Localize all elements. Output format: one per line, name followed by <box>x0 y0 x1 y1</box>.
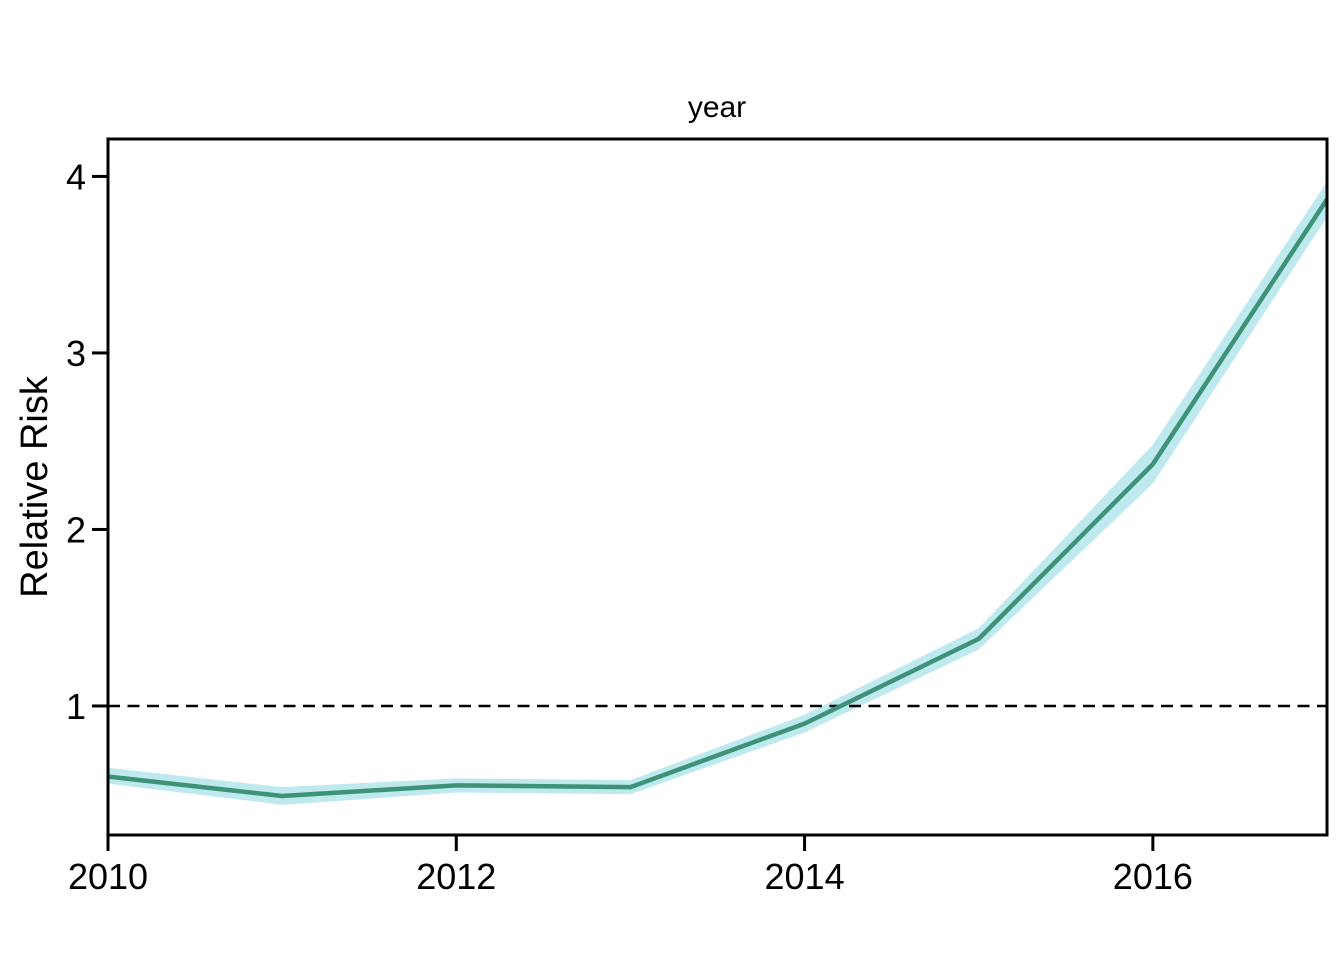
x-axis: 2010 2012 2014 2016 <box>68 835 1193 897</box>
plot-border <box>106 137 1329 837</box>
y-axis: 1 2 3 4 <box>66 156 108 727</box>
chart-title: year <box>688 91 746 124</box>
x-tick-label: 2016 <box>1113 856 1193 897</box>
y-axis-label: Relative Risk <box>14 375 56 598</box>
confidence-band <box>108 181 1327 805</box>
y-tick-label: 2 <box>66 509 86 550</box>
y-tick-label: 1 <box>66 686 86 727</box>
x-tick-label: 2010 <box>68 856 148 897</box>
x-tick-label: 2014 <box>765 856 845 897</box>
x-tick-label: 2012 <box>416 856 496 897</box>
risk-line <box>107 198 1329 799</box>
y-tick-label: 3 <box>66 333 86 374</box>
y-tick-label: 4 <box>66 156 86 197</box>
